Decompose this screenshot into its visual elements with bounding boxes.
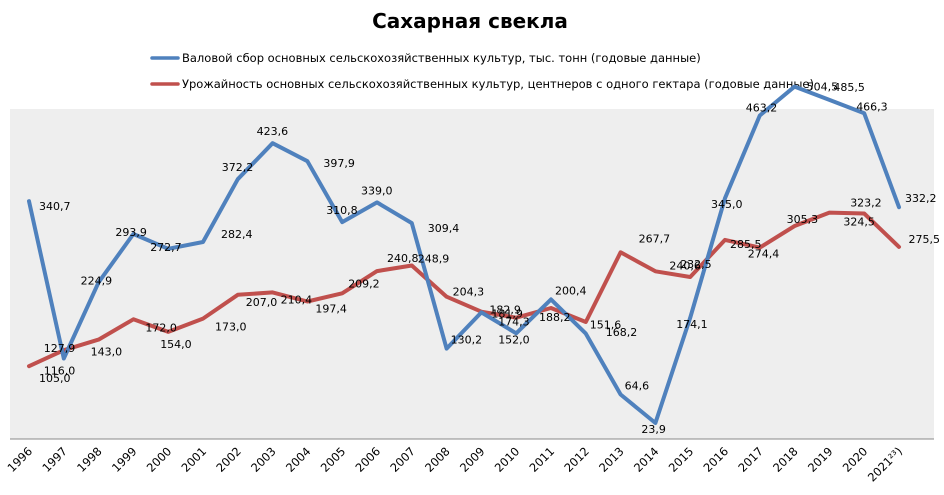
data-label-series-1-10: 339,0 bbox=[361, 184, 393, 197]
legend-label-series-2: Урожайность основных сельскохозяйственны… bbox=[182, 77, 814, 91]
data-label-series-1-17: 64,6 bbox=[625, 380, 650, 393]
data-label-series-2-2: 143,0 bbox=[91, 346, 123, 359]
x-tick-label-21: 2017 bbox=[735, 444, 766, 475]
x-tick-label-2: 1998 bbox=[74, 444, 105, 475]
x-tick-label-9: 2005 bbox=[318, 444, 349, 475]
x-axis-ticks: 1996 1997 1998 1999 2000 2001 2002 2003 2004 2005… bbox=[5, 444, 906, 484]
x-tick-label-23: 2019 bbox=[805, 444, 836, 475]
data-label-series-1-24: 466,3 bbox=[856, 100, 888, 113]
data-label-series-2-7: 210,4 bbox=[281, 293, 313, 306]
legend-label-series-1: Валовой сбор основных сельскохозяйственн… bbox=[182, 51, 701, 65]
data-label-series-2-19: 232,5 bbox=[680, 258, 712, 271]
x-tick-label-4: 2000 bbox=[144, 444, 175, 475]
x-tick-label-14: 2010 bbox=[492, 444, 523, 475]
x-tick-label-18: 2014 bbox=[631, 444, 662, 475]
data-label-series-2-15: 188,2 bbox=[539, 311, 571, 324]
data-label-series-1-18: 23,9 bbox=[641, 423, 666, 436]
data-label-series-2-1: 127,9 bbox=[44, 342, 76, 355]
data-label-series-2-23: 324,5 bbox=[843, 216, 875, 229]
data-label-series-2-16: 168,2 bbox=[606, 326, 638, 339]
x-tick-label-25: 2021²³) bbox=[865, 444, 905, 484]
data-label-series-1-12: 130,2 bbox=[451, 334, 483, 347]
data-label-series-1-0: 340,7 bbox=[39, 200, 71, 213]
data-label-series-1-21: 463,2 bbox=[746, 102, 778, 115]
data-label-series-2-24: 323,2 bbox=[850, 197, 882, 210]
legend: Валовой сбор основных сельскохозяйственн… bbox=[150, 51, 814, 91]
data-label-series-1-5: 282,4 bbox=[221, 228, 253, 241]
x-tick-label-8: 2004 bbox=[283, 444, 314, 475]
data-label-series-2-12: 204,3 bbox=[453, 286, 485, 299]
data-label-series-2-9: 209,2 bbox=[348, 277, 380, 290]
data-label-series-2-11: 248,9 bbox=[418, 253, 450, 266]
data-label-series-1-23: 485,5 bbox=[833, 81, 865, 94]
data-label-series-1-9: 310,8 bbox=[326, 204, 358, 217]
data-label-series-2-0: 105,0 bbox=[39, 372, 71, 385]
x-tick-label-20: 2016 bbox=[701, 444, 732, 475]
x-tick-label-12: 2008 bbox=[422, 444, 453, 475]
data-label-series-1-19: 174,1 bbox=[676, 318, 708, 331]
data-label-series-1-8: 397,9 bbox=[323, 157, 355, 170]
data-label-series-2-5: 173,0 bbox=[215, 321, 247, 334]
data-label-series-2-17: 267,7 bbox=[639, 232, 671, 245]
data-label-series-1-2: 224,9 bbox=[81, 274, 113, 287]
data-label-series-2-20: 285,5 bbox=[730, 238, 762, 251]
data-label-series-2-14: 174,3 bbox=[498, 316, 530, 329]
chart-title: Сахарная свекла bbox=[372, 9, 568, 33]
series-line-1 bbox=[27, 84, 901, 425]
data-label-series-1-4: 272,7 bbox=[150, 241, 182, 254]
data-label-series-1-7: 423,6 bbox=[257, 125, 289, 138]
x-tick-label-13: 2009 bbox=[457, 444, 488, 475]
data-label-series-1-16: 151,6 bbox=[590, 319, 622, 332]
x-tick-label-6: 2002 bbox=[213, 444, 244, 475]
x-tick-label-15: 2011 bbox=[527, 444, 558, 475]
data-label-series-2-6: 207,0 bbox=[246, 296, 277, 309]
data-label-series-1-15: 200,4 bbox=[555, 284, 587, 297]
x-tick-label-19: 2015 bbox=[666, 444, 697, 475]
x-tick-label-7: 2003 bbox=[248, 444, 279, 475]
x-tick-label-10: 2006 bbox=[353, 444, 384, 475]
plot-area bbox=[10, 109, 934, 439]
data-labels: 340,7 116,0 224,9 293,9 272,7 282,4 372,2 423,6… bbox=[39, 81, 940, 436]
data-label-series-2-18: 240,6 bbox=[669, 259, 701, 272]
data-label-series-1-14: 152,0 bbox=[498, 333, 530, 346]
x-tick-label-22: 2018 bbox=[770, 444, 801, 475]
data-label-series-1-3: 293,9 bbox=[115, 226, 146, 239]
data-label-series-2-4: 154,0 bbox=[160, 338, 192, 351]
data-label-series-1-20: 345,0 bbox=[711, 198, 743, 211]
data-label-series-2-13: 182,9 bbox=[489, 304, 521, 317]
data-label-series-1-25: 332,2 bbox=[905, 192, 937, 205]
series-layer bbox=[27, 84, 901, 425]
data-label-series-2-3: 172,0 bbox=[145, 321, 177, 334]
data-label-series-1-6: 372,2 bbox=[222, 161, 254, 174]
x-tick-label-5: 2001 bbox=[179, 444, 210, 475]
data-label-series-2-25: 275,5 bbox=[909, 233, 941, 246]
x-tick-label-1: 1997 bbox=[39, 444, 70, 475]
data-label-series-2-10: 240,8 bbox=[387, 252, 419, 265]
data-label-series-2-22: 305,3 bbox=[787, 213, 819, 226]
data-label-series-1-1: 116,0 bbox=[44, 365, 76, 378]
data-label-series-2-21: 274,4 bbox=[748, 248, 780, 261]
x-tick-label-0: 1996 bbox=[5, 444, 36, 475]
data-label-series-1-13: 181,9 bbox=[491, 307, 523, 320]
data-label-series-1-22: 504,5 bbox=[807, 81, 839, 94]
data-label-series-1-11: 309,4 bbox=[428, 222, 460, 235]
x-tick-label-17: 2013 bbox=[596, 444, 627, 475]
data-label-series-2-8: 197,4 bbox=[315, 303, 347, 316]
series-line-2 bbox=[27, 210, 901, 369]
x-tick-label-24: 2020 bbox=[840, 444, 871, 475]
x-tick-label-3: 1999 bbox=[109, 444, 140, 475]
x-tick-label-16: 2012 bbox=[561, 444, 592, 475]
x-tick-label-11: 2007 bbox=[387, 444, 418, 475]
